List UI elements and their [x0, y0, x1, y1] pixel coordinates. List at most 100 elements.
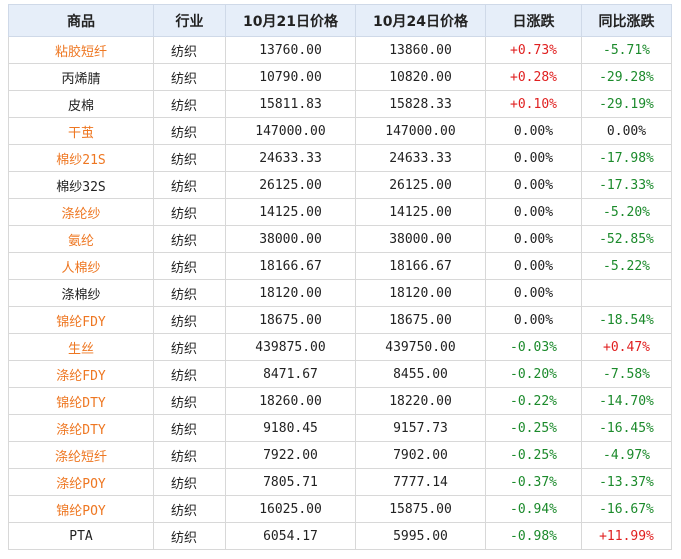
yoy-change-cell: +0.47% — [581, 333, 672, 361]
industry-cell: 纺织 — [153, 63, 226, 91]
commodity-name[interactable]: 涤纶纱 — [8, 198, 154, 226]
daily-change-cell: 0.00% — [485, 279, 582, 307]
price-oct24-cell: 15875.00 — [355, 495, 486, 523]
price-oct24-cell: 9157.73 — [355, 414, 486, 442]
price-oct24-cell: 14125.00 — [355, 198, 486, 226]
commodity-name[interactable]: 涤纶FDY — [8, 360, 154, 388]
commodity-name[interactable]: 涤纶短纤 — [8, 441, 154, 469]
price-oct24-cell: 18120.00 — [355, 279, 486, 307]
yoy-change-cell: -14.70% — [581, 387, 672, 415]
daily-change-cell: 0.00% — [485, 144, 582, 172]
yoy-change-cell: -5.71% — [581, 36, 672, 64]
price-oct24-cell: 13860.00 — [355, 36, 486, 64]
price-oct21-cell: 9180.45 — [225, 414, 356, 442]
commodity-name[interactable]: 涤纶DTY — [8, 414, 154, 442]
price-oct21-cell: 10790.00 — [225, 63, 356, 91]
commodity-name[interactable]: 生丝 — [8, 333, 154, 361]
yoy-change-cell: -52.85% — [581, 225, 672, 253]
yoy-change-cell: -17.98% — [581, 144, 672, 172]
yoy-change-cell: -5.20% — [581, 198, 672, 226]
table-row: 棉纱32S 纺织 26125.00 26125.00 0.00% -17.33% — [8, 171, 672, 199]
industry-cell: 纺织 — [153, 90, 226, 118]
price-oct21-cell: 16025.00 — [225, 495, 356, 523]
price-oct24-cell: 26125.00 — [355, 171, 486, 199]
header-yoy-change: 同比涨跌 — [581, 4, 672, 37]
table-row: PTA 纺织 6054.17 5995.00 -0.98% +11.99% — [8, 522, 672, 550]
industry-cell: 纺织 — [153, 306, 226, 334]
yoy-change-cell: -4.97% — [581, 441, 672, 469]
commodity-name[interactable]: 棉纱21S — [8, 144, 154, 172]
yoy-change-cell: +11.99% — [581, 522, 672, 550]
price-oct21-cell: 439875.00 — [225, 333, 356, 361]
industry-cell: 纺织 — [153, 468, 226, 496]
industry-cell: 纺织 — [153, 279, 226, 307]
industry-cell: 纺织 — [153, 360, 226, 388]
price-oct24-cell: 8455.00 — [355, 360, 486, 388]
price-oct21-cell: 38000.00 — [225, 225, 356, 253]
price-oct21-cell: 18120.00 — [225, 279, 356, 307]
table-row: 涤纶POY 纺织 7805.71 7777.14 -0.37% -13.37% — [8, 468, 672, 496]
table-row: 人棉纱 纺织 18166.67 18166.67 0.00% -5.22% — [8, 252, 672, 280]
commodity-name[interactable]: 锦纶DTY — [8, 387, 154, 415]
table-row: 涤棉纱 纺织 18120.00 18120.00 0.00% — [8, 279, 672, 307]
industry-cell: 纺织 — [153, 441, 226, 469]
yoy-change-cell: -17.33% — [581, 171, 672, 199]
daily-change-cell: 0.00% — [485, 171, 582, 199]
table-row: 锦纶POY 纺织 16025.00 15875.00 -0.94% -16.67% — [8, 495, 672, 523]
price-oct21-cell: 18166.67 — [225, 252, 356, 280]
table-body: 粘胶短纤 纺织 13760.00 13860.00 +0.73% -5.71% 丙烯腈 纺织 1… — [8, 36, 672, 550]
table-row: 棉纱21S 纺织 24633.33 24633.33 0.00% -17.98% — [8, 144, 672, 172]
yoy-change-cell: -29.28% — [581, 63, 672, 91]
daily-change-cell: -0.25% — [485, 441, 582, 469]
price-oct21-cell: 147000.00 — [225, 117, 356, 145]
commodity-name[interactable]: 涤纶POY — [8, 468, 154, 496]
commodity-name[interactable]: 粘胶短纤 — [8, 36, 154, 64]
table-row: 生丝 纺织 439875.00 439750.00 -0.03% +0.47% — [8, 333, 672, 361]
industry-cell: 纺织 — [153, 333, 226, 361]
yoy-change-cell: -16.67% — [581, 495, 672, 523]
yoy-change-cell: -7.58% — [581, 360, 672, 388]
table-row: 涤纶DTY 纺织 9180.45 9157.73 -0.25% -16.45% — [8, 414, 672, 442]
daily-change-cell: -0.03% — [485, 333, 582, 361]
table-row: 氨纶 纺织 38000.00 38000.00 0.00% -52.85% — [8, 225, 672, 253]
daily-change-cell: 0.00% — [485, 225, 582, 253]
commodity-name: 涤棉纱 — [8, 279, 154, 307]
price-oct24-cell: 38000.00 — [355, 225, 486, 253]
daily-change-cell: 0.00% — [485, 198, 582, 226]
commodity-name[interactable]: 人棉纱 — [8, 252, 154, 280]
header-price-oct21: 10月21日价格 — [225, 4, 356, 37]
price-oct24-cell: 5995.00 — [355, 522, 486, 550]
daily-change-cell: -0.20% — [485, 360, 582, 388]
price-oct24-cell: 7777.14 — [355, 468, 486, 496]
price-oct24-cell: 15828.33 — [355, 90, 486, 118]
price-oct24-cell: 147000.00 — [355, 117, 486, 145]
daily-change-cell: +0.10% — [485, 90, 582, 118]
table-row: 锦纶DTY 纺织 18260.00 18220.00 -0.22% -14.70% — [8, 387, 672, 415]
price-oct21-cell: 24633.33 — [225, 144, 356, 172]
commodity-name[interactable]: 锦纶FDY — [8, 306, 154, 334]
header-daily-change: 日涨跌 — [485, 4, 582, 37]
industry-cell: 纺织 — [153, 171, 226, 199]
daily-change-cell: 0.00% — [485, 252, 582, 280]
price-oct21-cell: 15811.83 — [225, 90, 356, 118]
commodity-name[interactable]: 氨纶 — [8, 225, 154, 253]
commodity-name[interactable]: 干茧 — [8, 117, 154, 145]
price-oct21-cell: 18260.00 — [225, 387, 356, 415]
commodity-name[interactable]: 锦纶POY — [8, 495, 154, 523]
header-price-oct24: 10月24日价格 — [355, 4, 486, 37]
daily-change-cell: +0.73% — [485, 36, 582, 64]
price-oct21-cell: 26125.00 — [225, 171, 356, 199]
industry-cell: 纺织 — [153, 198, 226, 226]
table-row: 干茧 纺织 147000.00 147000.00 0.00% 0.00% — [8, 117, 672, 145]
daily-change-cell: 0.00% — [485, 306, 582, 334]
price-oct24-cell: 18675.00 — [355, 306, 486, 334]
daily-change-cell: -0.22% — [485, 387, 582, 415]
industry-cell: 纺织 — [153, 144, 226, 172]
price-oct24-cell: 18220.00 — [355, 387, 486, 415]
industry-cell: 纺织 — [153, 36, 226, 64]
commodity-name: 丙烯腈 — [8, 63, 154, 91]
industry-cell: 纺织 — [153, 225, 226, 253]
table-row: 锦纶FDY 纺织 18675.00 18675.00 0.00% -18.54% — [8, 306, 672, 334]
daily-change-cell: 0.00% — [485, 117, 582, 145]
